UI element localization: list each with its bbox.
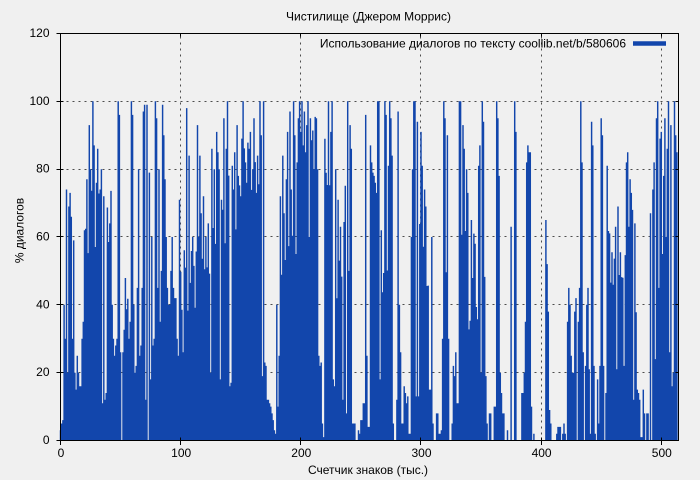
svg-text:80: 80: [36, 162, 50, 176]
svg-text:200: 200: [291, 446, 311, 460]
svg-text:Счетчик знаков (тыс.): Счетчик знаков (тыс.): [308, 463, 428, 477]
svg-text:0: 0: [58, 446, 65, 460]
svg-text:500: 500: [652, 446, 672, 460]
svg-text:40: 40: [36, 297, 50, 311]
svg-text:100: 100: [29, 94, 49, 108]
svg-text:20: 20: [36, 365, 50, 379]
svg-text:100: 100: [171, 446, 191, 460]
svg-text:300: 300: [411, 446, 431, 460]
svg-text:% диалогов: % диалогов: [13, 198, 27, 263]
svg-text:120: 120: [29, 26, 49, 40]
svg-text:60: 60: [36, 230, 50, 244]
svg-text:0: 0: [43, 433, 50, 447]
svg-text:Использование диалогов по текс: Использование диалогов по тексту coollib…: [320, 37, 626, 51]
svg-text:Чистилище (Джером Моррис): Чистилище (Джером Моррис): [286, 10, 451, 24]
svg-text:400: 400: [532, 446, 552, 460]
